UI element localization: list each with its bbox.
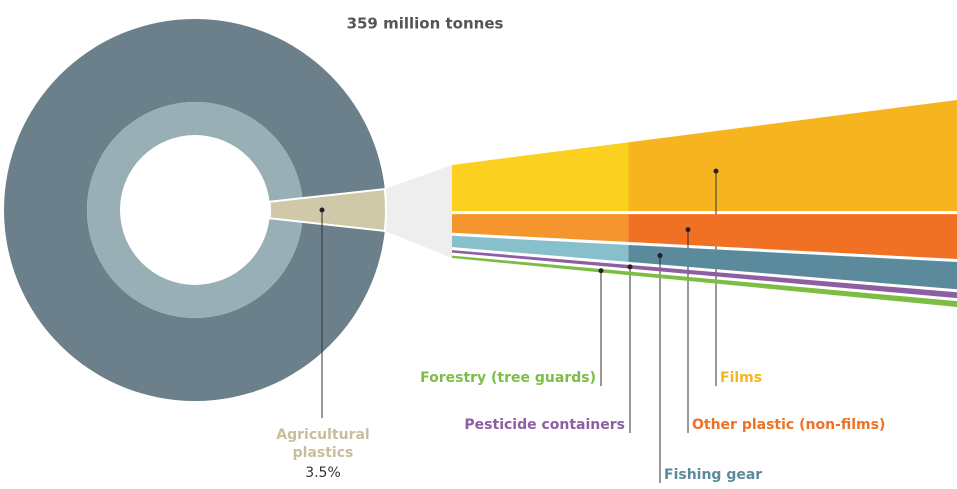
fan-band	[452, 250, 957, 299]
slice-value-label: 3.5%	[305, 465, 341, 481]
category-label: Forestry (tree guards)	[420, 370, 596, 386]
leader-dot	[598, 268, 604, 274]
slice-label: Agricultural plastics	[276, 427, 370, 461]
leader-dot	[713, 168, 719, 174]
fan-band	[452, 235, 957, 290]
fan-band	[452, 100, 957, 212]
donut-ring	[87, 102, 303, 318]
fan-band	[452, 255, 957, 307]
chart-title: 359 million tonnes	[347, 15, 504, 33]
category-label: Pesticide containers	[464, 417, 625, 433]
slice	[268, 187, 388, 233]
fan-connector	[384, 165, 452, 258]
leader-dot	[685, 227, 691, 233]
leader-dot	[627, 264, 633, 270]
fan-band	[452, 214, 957, 259]
category-label: Fishing gear	[664, 467, 762, 483]
leader-dot	[657, 253, 663, 259]
donut-ring	[4, 19, 386, 401]
category-label: Films	[720, 370, 762, 386]
category-label: Other plastic (non-films)	[692, 417, 885, 433]
leader-dot	[319, 207, 325, 213]
